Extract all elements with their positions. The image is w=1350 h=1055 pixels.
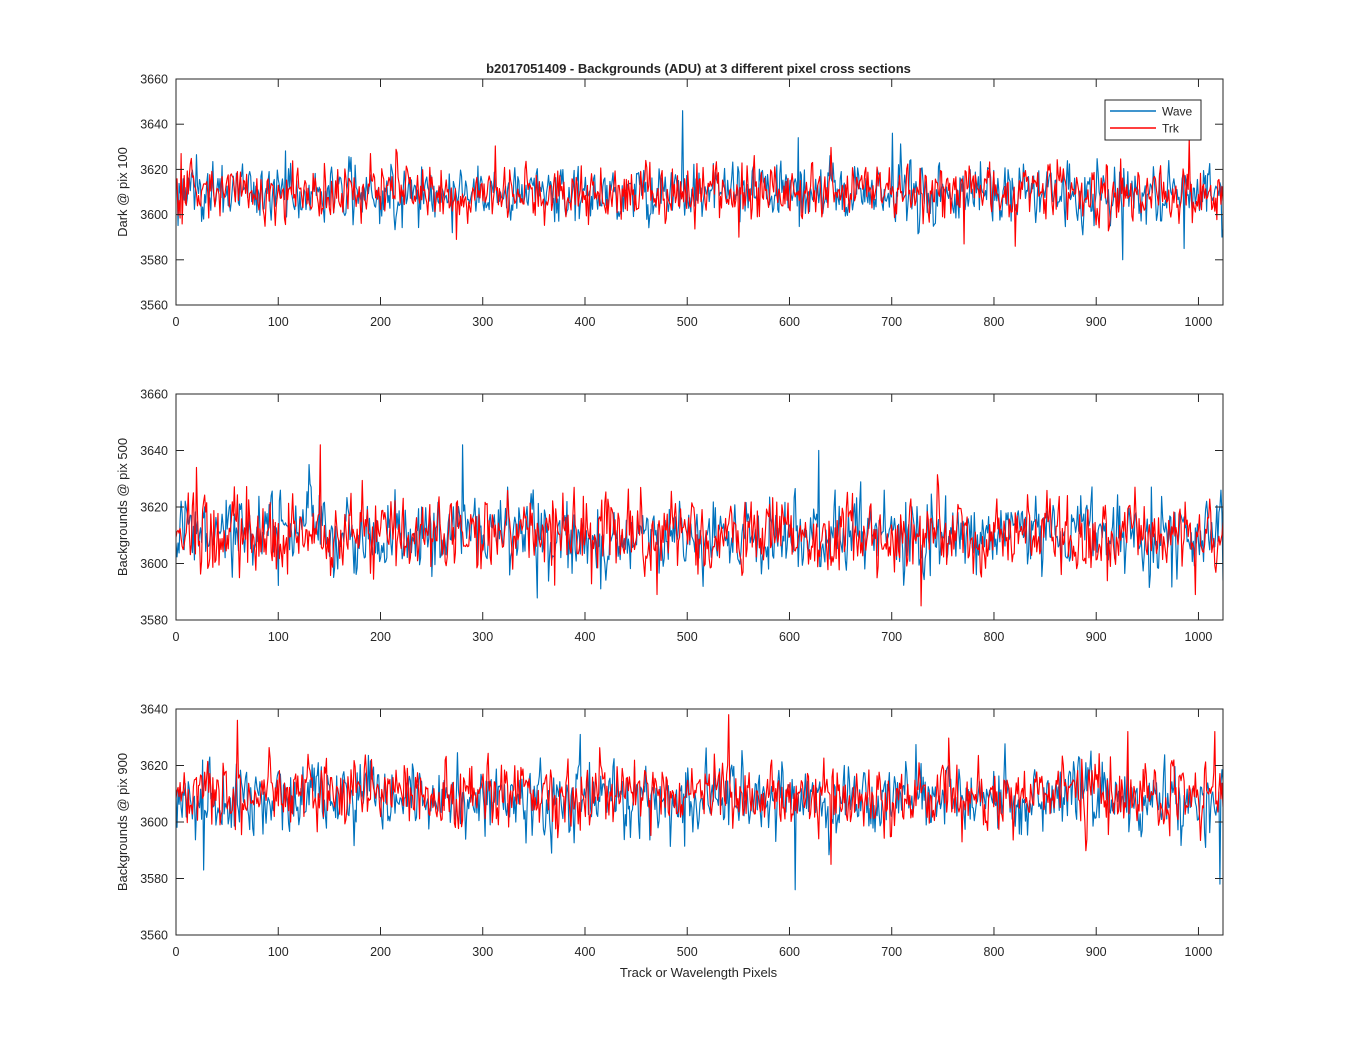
x-tick-label: 400: [575, 630, 596, 644]
x-tick-label: 300: [472, 630, 493, 644]
x-tick-label: 700: [881, 945, 902, 959]
y-tick-label: 3620: [140, 759, 168, 773]
legend: Wave Trk: [1104, 99, 1202, 141]
x-tick-label: 1000: [1185, 315, 1213, 329]
y-tick-label: 3640: [140, 703, 168, 717]
y-tick-label: 3620: [140, 501, 168, 515]
series-line-wave: [176, 110, 1223, 261]
x-tick-label: 400: [575, 945, 596, 959]
legend-label-wave: Wave: [1162, 105, 1193, 119]
y-tick-label: 3620: [140, 163, 168, 177]
x-tick-label: 700: [881, 630, 902, 644]
x-tick-label: 300: [472, 945, 493, 959]
subplot-2: 0 100 200 300 400 500 600 700 800 900 1000 3580 3600…: [115, 388, 1224, 644]
series-group: [176, 110, 1223, 261]
legend-label-trk: Trk: [1162, 122, 1180, 136]
x-tick-label: 500: [677, 630, 698, 644]
y-tick-label: 3560: [140, 299, 168, 313]
x-tick-label: 800: [984, 630, 1005, 644]
series-line-trk: [176, 137, 1223, 247]
axes-frame: [175, 708, 1224, 936]
x-tick-label: 100: [268, 630, 289, 644]
x-tick-label: 200: [370, 315, 391, 329]
y-tick-label: 3580: [140, 253, 168, 267]
x-tick-label: 0: [173, 945, 180, 959]
y-tick-label: 3580: [140, 872, 168, 886]
x-tick-label: 0: [173, 315, 180, 329]
series-group: [176, 444, 1223, 607]
y-axis-label: Backgrounds @ pix 900: [115, 753, 130, 891]
subplot-1: 0 100 200 300 400 500 600 700 800 900 1000 3560 3580…: [115, 73, 1224, 329]
y-tick-label: 3600: [140, 557, 168, 571]
y-tick-label: 3580: [140, 614, 168, 628]
x-tick-label: 1000: [1185, 945, 1213, 959]
x-tick-label: 200: [370, 945, 391, 959]
axes-frame: [175, 393, 1224, 621]
x-tick-label: 600: [779, 315, 800, 329]
x-tick-label: 500: [677, 945, 698, 959]
plot-area: [176, 394, 1223, 620]
series-group: [176, 714, 1223, 891]
x-tick-label: 800: [984, 315, 1005, 329]
axes-frame: [175, 78, 1224, 306]
x-tick-label: 900: [1086, 945, 1107, 959]
x-tick-label: 800: [984, 945, 1005, 959]
subplot-panels: 0 100 200 300 400 500 600 700 800 900 100035603580…: [115, 73, 1224, 959]
series-line-trk: [176, 444, 1223, 607]
y-tick-label: 3660: [140, 388, 168, 402]
y-tick-label: 3600: [140, 816, 168, 830]
plot-area: [176, 709, 1223, 935]
y-tick-label: 3600: [140, 208, 168, 222]
y-tick-label: 3640: [140, 118, 168, 132]
x-tick-label: 900: [1086, 315, 1107, 329]
legend-box: [1104, 99, 1202, 141]
y-tick-label: 3660: [140, 73, 168, 87]
x-tick-label: 100: [268, 315, 289, 329]
chart-title: b2017051409 - Backgrounds (ADU) at 3 dif…: [486, 61, 911, 76]
x-tick-label: 0: [173, 630, 180, 644]
subplot-3: 0 100 200 300 400 500 600 700 800 900 1000 3560 3580…: [115, 703, 1224, 959]
x-tick-label: 200: [370, 630, 391, 644]
y-tick-label: 3640: [140, 444, 168, 458]
x-tick-label: 500: [677, 315, 698, 329]
x-tick-label: 400: [575, 315, 596, 329]
y-axis-label: Dark @ pix 100: [115, 147, 130, 237]
x-tick-label: 600: [779, 945, 800, 959]
y-axis-label: Backgrounds @ pix 500: [115, 438, 130, 576]
x-tick-label: 1000: [1185, 630, 1213, 644]
x-tick-label: 100: [268, 945, 289, 959]
x-tick-label: 700: [881, 315, 902, 329]
x-tick-label: 900: [1086, 630, 1107, 644]
x-axis-label: Track or Wavelength Pixels: [620, 965, 778, 980]
y-tick-label: 3560: [140, 929, 168, 943]
series-line-trk: [176, 714, 1223, 865]
x-tick-label: 300: [472, 315, 493, 329]
x-tick-label: 600: [779, 630, 800, 644]
